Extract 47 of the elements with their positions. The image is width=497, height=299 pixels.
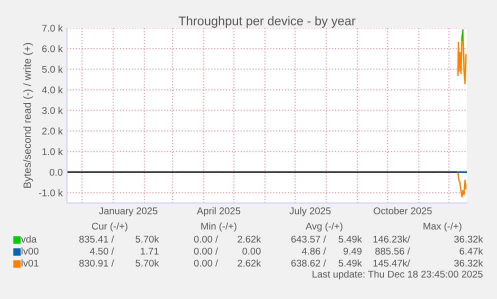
text: 6.47k xyxy=(460,247,484,255)
text: 885.56 / xyxy=(375,247,410,255)
legend-label: lv01 xyxy=(22,259,38,267)
text: Max (-/+) xyxy=(424,222,462,232)
y-tick-label: -1.0 k xyxy=(38,189,63,196)
y-tick-label: 4.0 k xyxy=(42,86,63,94)
text: 835.41 / xyxy=(79,235,114,243)
text: 0.00 xyxy=(242,248,261,255)
y-tick-label: 5.0 k xyxy=(42,66,63,73)
text: 638.62 / xyxy=(291,259,326,267)
y-tick-label: 7.0 k xyxy=(42,24,63,32)
text: 2.62k xyxy=(238,235,262,243)
text: 145.47k/ xyxy=(373,259,410,267)
text: 830.91 / xyxy=(79,259,114,267)
text: 643.57 / xyxy=(291,235,326,243)
text: Avg (-/+) xyxy=(306,222,342,232)
y-tick-label: 1.0 k xyxy=(42,148,63,156)
text: Min (-/+) xyxy=(201,222,236,232)
y-tick-label: 3.0 k xyxy=(42,106,63,114)
text: 5.70k xyxy=(136,235,160,243)
text: 36.32k xyxy=(454,259,484,267)
text: 4.50 / xyxy=(90,247,114,255)
y-axis-title: Bytes/second read (-) / write (+) xyxy=(23,43,33,188)
x-tick-label: July 2025 xyxy=(290,207,331,216)
text: 0.00 / xyxy=(194,247,218,255)
text: Cur (-/+) xyxy=(92,222,128,232)
x-tick-label: April 2025 xyxy=(196,207,240,216)
legend-label: vda xyxy=(21,235,37,243)
text: 5.49k xyxy=(338,235,362,243)
x-tick-label: January 2025 xyxy=(99,207,158,216)
y-tick-label: 6.0 k xyxy=(42,45,63,52)
text: 0.00 / xyxy=(194,259,218,267)
text: Last update: Thu Dec 18 23:45:00 2025 xyxy=(312,270,483,280)
text: 1.71 xyxy=(140,248,159,255)
chart-title: Throughput per device - by year xyxy=(178,16,356,28)
text: 146.23k/ xyxy=(373,235,410,243)
text: 5.49k xyxy=(338,259,362,267)
text: 4.86 / xyxy=(302,247,326,255)
text: 9.49 xyxy=(344,248,362,255)
y-tick-label: 0.0 xyxy=(50,168,62,176)
text: 2.62k xyxy=(238,259,262,267)
text: 5.70k xyxy=(136,259,160,267)
text: 36.32k xyxy=(454,235,484,243)
y-tick-label: 2.0 k xyxy=(42,127,63,135)
legend-label: lv00 xyxy=(22,247,38,255)
text: 0.00 / xyxy=(194,235,218,243)
x-tick-label: October 2025 xyxy=(374,207,432,214)
